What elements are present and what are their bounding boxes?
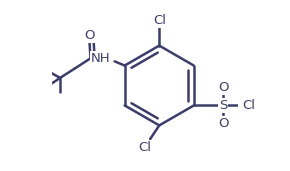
Text: O: O: [218, 117, 229, 130]
Text: Cl: Cl: [153, 14, 166, 27]
Text: Cl: Cl: [242, 99, 255, 112]
Text: O: O: [218, 81, 229, 94]
Text: O: O: [84, 29, 95, 42]
Text: NH: NH: [91, 52, 110, 65]
Text: S: S: [219, 99, 227, 112]
Text: Cl: Cl: [138, 141, 151, 154]
